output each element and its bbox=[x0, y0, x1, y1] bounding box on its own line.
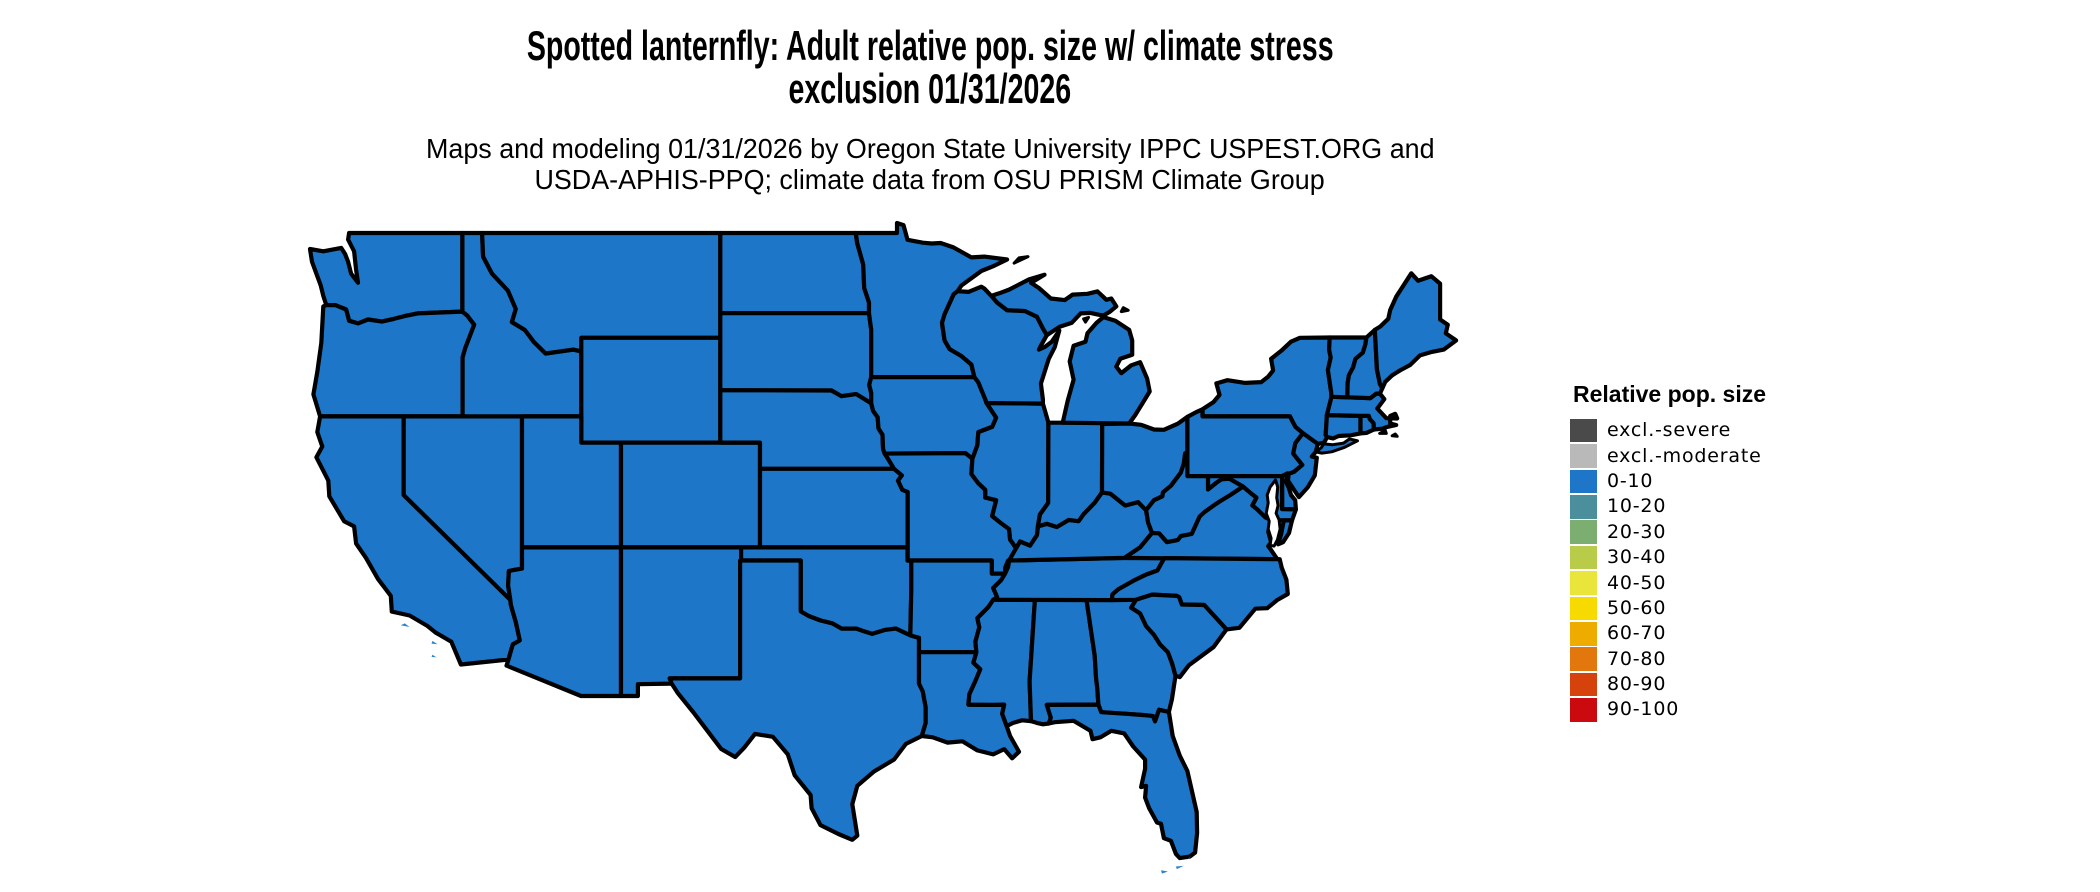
island-speck-1 bbox=[431, 640, 438, 645]
legend-label: 70-80 bbox=[1607, 647, 1667, 670]
legend-swatch-10-20 bbox=[1570, 495, 1597, 519]
legend-swatch-80-90 bbox=[1570, 672, 1597, 697]
legend-swatch-0-10 bbox=[1570, 469, 1597, 494]
legend-label: 80-90 bbox=[1607, 673, 1667, 696]
island-speck-2 bbox=[431, 654, 437, 658]
state-fl bbox=[1044, 702, 1200, 861]
state-wi bbox=[939, 284, 1062, 406]
legend-swatch-60-70 bbox=[1570, 622, 1597, 646]
legend-item: 60-70 bbox=[1570, 621, 1766, 646]
island-4 bbox=[1119, 306, 1130, 314]
island-0 bbox=[1314, 437, 1359, 455]
title-line-1: Spotted lanternfly: Adult relative pop. … bbox=[526, 22, 1334, 69]
chesapeake-bay bbox=[1264, 478, 1282, 548]
legend-label: 30-40 bbox=[1607, 546, 1667, 569]
state-pa bbox=[1185, 407, 1305, 479]
subtitle-line-1: Maps and modeling 01/31/2026 by Oregon S… bbox=[425, 133, 1435, 164]
state-ks bbox=[757, 466, 910, 550]
legend-items: excl.-severe excl.-moderate 0-10 10-20 20-30… bbox=[1570, 418, 1766, 723]
legend-item: 10-20 bbox=[1570, 494, 1766, 519]
state-me bbox=[1372, 271, 1459, 391]
legend-item: 20-30 bbox=[1570, 520, 1766, 545]
state-nj bbox=[1285, 431, 1320, 500]
legend-swatch-50-60 bbox=[1570, 596, 1597, 621]
state-nd bbox=[718, 230, 872, 316]
legend-swatch-90-100 bbox=[1570, 698, 1597, 722]
legend-swatch-20-30 bbox=[1570, 520, 1597, 545]
island-2 bbox=[1390, 432, 1399, 438]
legend-swatch-40-50 bbox=[1570, 571, 1597, 595]
legend-label: excl.-moderate bbox=[1607, 444, 1762, 467]
legend-label: excl.-severe bbox=[1607, 419, 1732, 442]
state-wy bbox=[579, 335, 723, 445]
state-az bbox=[504, 545, 624, 699]
island-speck-3 bbox=[1186, 855, 1192, 861]
legend-title: Relative pop. size bbox=[1573, 381, 1767, 407]
legend-swatch-excl-severe bbox=[1570, 418, 1597, 443]
legend-swatch-excl-moderate bbox=[1570, 444, 1597, 468]
legend-item: 40-50 bbox=[1570, 570, 1766, 595]
legend-label: 60-70 bbox=[1607, 622, 1667, 645]
island-speck-0 bbox=[400, 623, 410, 627]
legend-item: 0-10 bbox=[1570, 469, 1766, 494]
state-co bbox=[618, 440, 763, 550]
legend-label: 90-100 bbox=[1607, 698, 1680, 721]
island-3 bbox=[1012, 255, 1030, 265]
subtitle-line-2: USDA-APHIS-PPQ; climate data from OSU PR… bbox=[534, 164, 1326, 195]
state-nm bbox=[618, 545, 744, 699]
legend-swatch-70-80 bbox=[1570, 647, 1597, 671]
legend-label: 10-20 bbox=[1607, 495, 1667, 518]
legend-item: 70-80 bbox=[1570, 647, 1766, 672]
island-1 bbox=[1378, 429, 1388, 435]
state-or bbox=[311, 303, 477, 419]
chart-title: Spotted lanternfly: Adult relative pop. … bbox=[0, 24, 1860, 110]
legend-label: 0-10 bbox=[1607, 469, 1654, 492]
legend-swatch-30-40 bbox=[1570, 545, 1597, 570]
island-speck-4 bbox=[1175, 865, 1184, 870]
state-ms bbox=[966, 597, 1037, 729]
legend-item: excl.-moderate bbox=[1570, 443, 1766, 468]
island-5 bbox=[1082, 315, 1090, 324]
state-va2 bbox=[1276, 518, 1295, 547]
legend-item: excl.-severe bbox=[1570, 418, 1766, 443]
title-line-2: exclusion 01/31/2026 bbox=[788, 65, 1072, 112]
legend-label: 40-50 bbox=[1607, 571, 1667, 594]
legend-label: 50-60 bbox=[1607, 596, 1667, 619]
legend-item: 80-90 bbox=[1570, 672, 1766, 697]
legend-item: 30-40 bbox=[1570, 545, 1766, 570]
state-ct bbox=[1323, 413, 1363, 441]
chart-subtitle: Maps and modeling 01/31/2026 by Oregon S… bbox=[0, 133, 1860, 195]
legend-label: 20-30 bbox=[1607, 520, 1667, 543]
legend-item: 50-60 bbox=[1570, 596, 1766, 621]
state-tx bbox=[667, 558, 928, 842]
state-sc bbox=[1129, 592, 1229, 680]
island-speck-5 bbox=[1161, 870, 1168, 874]
legend: Relative pop. size excl.-severe excl.-mod… bbox=[1570, 381, 1766, 723]
legend-item: 90-100 bbox=[1570, 697, 1766, 722]
state-mi bbox=[1060, 315, 1152, 426]
